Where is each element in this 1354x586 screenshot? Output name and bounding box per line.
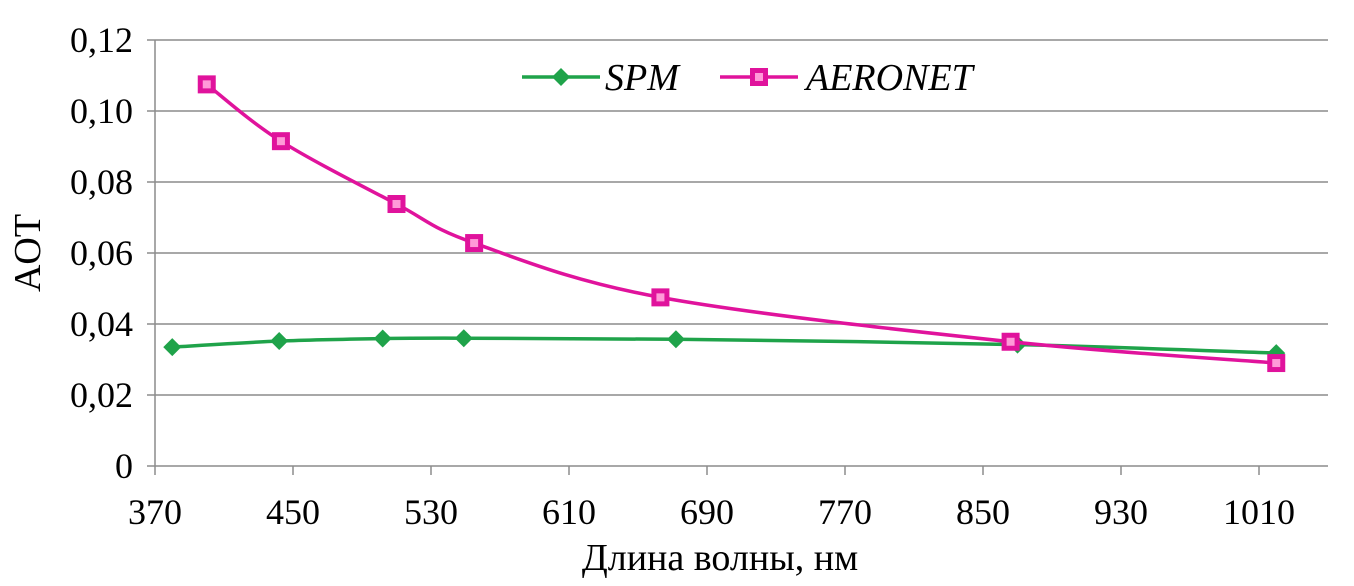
data-point-aeronet bbox=[1001, 332, 1020, 351]
legend: SPM AERONET bbox=[522, 57, 976, 99]
y-tick-label: 0,02 bbox=[70, 375, 133, 415]
series-aeronet bbox=[197, 75, 1286, 373]
x-tick-label: 770 bbox=[818, 492, 872, 532]
square-marker-inner bbox=[656, 293, 665, 302]
square-marker-inner bbox=[1272, 359, 1281, 368]
data-point-aeronet bbox=[1267, 354, 1286, 373]
data-point-spm bbox=[666, 330, 685, 349]
y-axis-title: AOT bbox=[7, 214, 49, 292]
x-tick-label: 930 bbox=[1094, 492, 1148, 532]
data-point-spm bbox=[454, 329, 473, 348]
y-tick-label: 0 bbox=[115, 446, 133, 486]
x-tick-label: 370 bbox=[128, 492, 182, 532]
data-point-aeronet bbox=[651, 288, 670, 307]
x-tick-label: 1010 bbox=[1223, 492, 1295, 532]
square-marker-inner bbox=[392, 200, 401, 209]
x-axis-title: Длина волны, нм bbox=[582, 537, 858, 579]
data-point-spm bbox=[373, 329, 392, 348]
square-marker-inner bbox=[276, 137, 285, 146]
x-tick-label: 690 bbox=[680, 492, 734, 532]
series-spm bbox=[163, 329, 1286, 363]
legend-item-spm: SPM bbox=[522, 57, 681, 99]
y-tick-label: 0,12 bbox=[70, 20, 133, 60]
data-series bbox=[163, 75, 1286, 373]
y-tick-label: 0,08 bbox=[70, 162, 133, 202]
y-tick-label: 0,10 bbox=[70, 91, 133, 131]
y-tick-label: 0,04 bbox=[70, 304, 133, 344]
series-line-aeronet bbox=[205, 82, 1277, 365]
data-point-aeronet bbox=[465, 234, 484, 253]
data-point-aeronet bbox=[387, 195, 406, 214]
x-tick-label: 450 bbox=[266, 492, 320, 532]
x-tick-labels: 370 450 530 610 690 770 850 930 1010 bbox=[128, 492, 1295, 532]
square-marker-inner bbox=[202, 80, 211, 89]
legend-marker bbox=[552, 68, 570, 86]
legend-item-aeronet: AERONET bbox=[720, 57, 976, 99]
legend-marker bbox=[750, 68, 768, 86]
legend-label: AERONET bbox=[803, 57, 976, 99]
square-marker-inner bbox=[1006, 337, 1015, 346]
legend-label: SPM bbox=[605, 57, 681, 99]
x-tick-label: 850 bbox=[956, 492, 1010, 532]
data-point-aeronet bbox=[271, 132, 290, 151]
square-marker-inner bbox=[755, 73, 763, 81]
data-point-spm bbox=[270, 332, 289, 351]
y-tick-labels: 0 0,02 0,04 0,06 0,08 0,10 0,12 bbox=[70, 20, 133, 486]
y-tick-label: 0,06 bbox=[70, 233, 133, 273]
axes bbox=[147, 39, 1328, 475]
square-marker-inner bbox=[470, 239, 479, 248]
data-point-aeronet bbox=[197, 75, 216, 94]
data-point-spm bbox=[163, 338, 182, 357]
grid-lines bbox=[155, 39, 1328, 396]
x-tick-label: 530 bbox=[404, 492, 458, 532]
x-tick-label: 610 bbox=[542, 492, 596, 532]
